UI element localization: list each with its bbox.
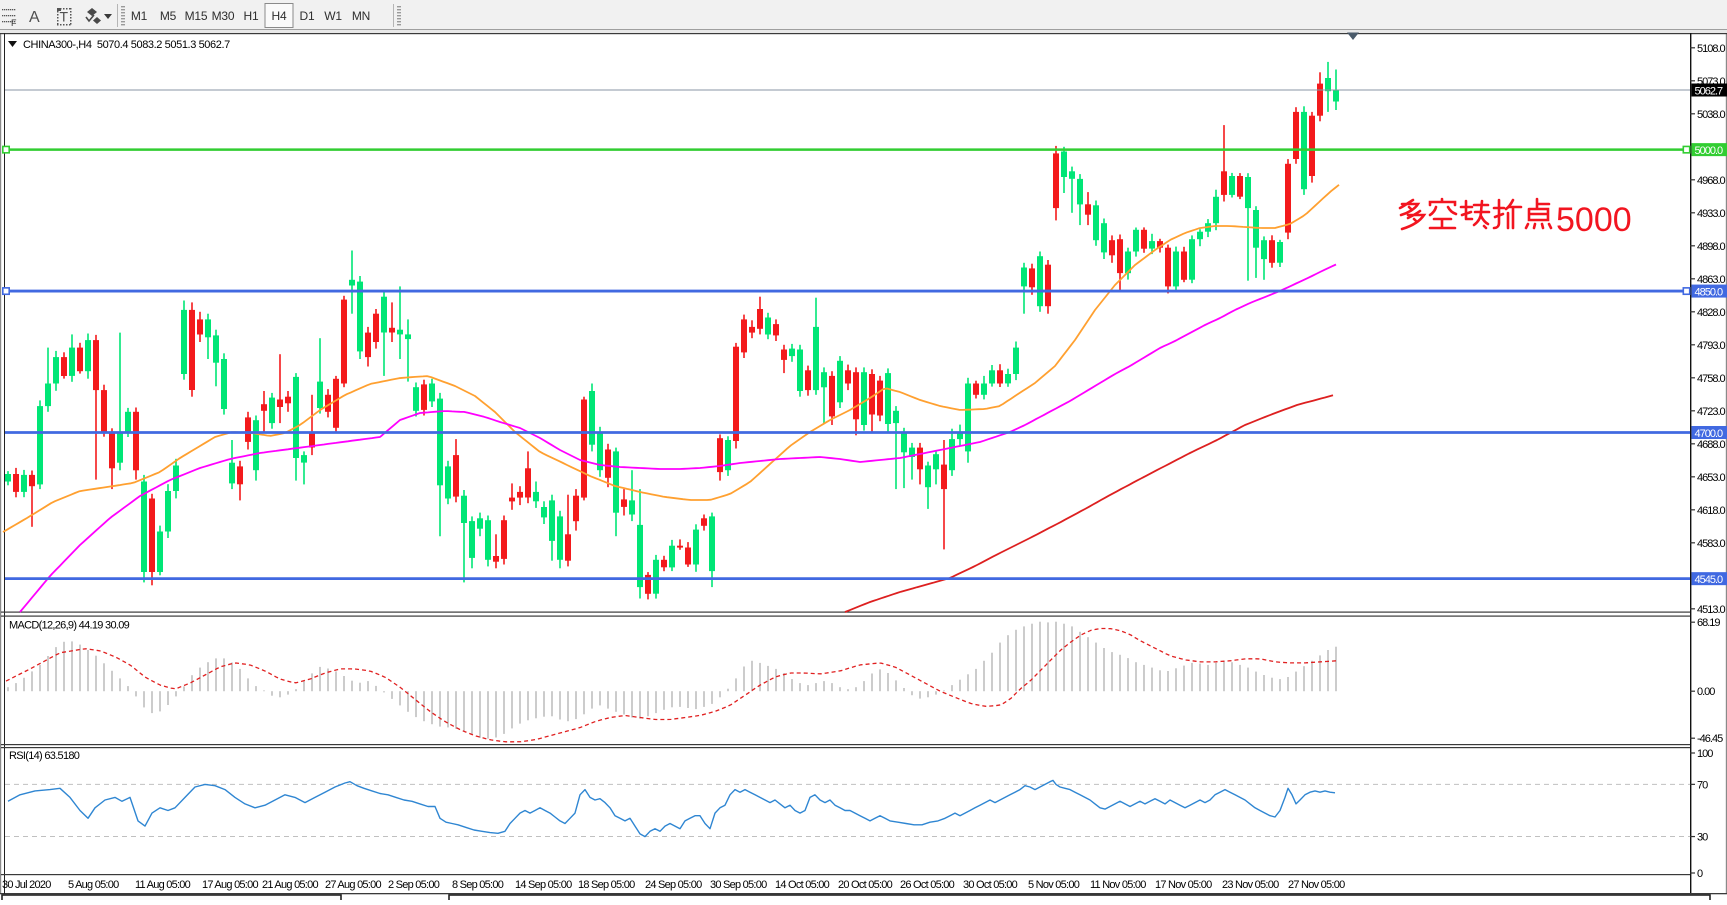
svg-text:70: 70 [1697, 779, 1708, 791]
svg-text:23 Nov 05:00: 23 Nov 05:00 [1222, 879, 1279, 891]
svg-text:8 Sep 05:00: 8 Sep 05:00 [452, 879, 504, 891]
svg-text:17 Nov 05:00: 17 Nov 05:00 [1155, 879, 1212, 891]
svg-text:-46.45: -46.45 [1697, 733, 1723, 745]
svg-text:5062.7: 5062.7 [1695, 86, 1724, 98]
svg-text:11 Nov 05:00: 11 Nov 05:00 [1090, 879, 1146, 891]
svg-text:4653.0: 4653.0 [1697, 472, 1726, 484]
svg-text:17 Aug 05:00: 17 Aug 05:00 [202, 879, 258, 891]
svg-text:4513.0: 4513.0 [1697, 604, 1726, 616]
svg-text:F: F [11, 18, 17, 28]
svg-text:100: 100 [1697, 748, 1713, 760]
svg-text:M5: M5 [160, 9, 177, 23]
svg-text:D1: D1 [300, 9, 315, 23]
svg-text:MACD(12,26,9) 44.19 30.09: MACD(12,26,9) 44.19 30.09 [9, 620, 130, 632]
svg-text:4828.0: 4828.0 [1697, 307, 1726, 319]
svg-text:27 Aug 05:00: 27 Aug 05:00 [325, 879, 381, 891]
svg-text:5 Nov 05:00: 5 Nov 05:00 [1028, 879, 1080, 891]
svg-text:4700.0: 4700.0 [1695, 428, 1724, 440]
svg-text:0: 0 [1697, 868, 1703, 880]
svg-text:4545.0: 4545.0 [1695, 574, 1724, 586]
svg-text:30 Oct 05:00: 30 Oct 05:00 [963, 879, 1018, 891]
svg-text:4850.0: 4850.0 [1695, 287, 1724, 299]
svg-text:30: 30 [1697, 832, 1708, 844]
svg-text:W1: W1 [324, 9, 342, 23]
svg-text:M30: M30 [212, 9, 235, 23]
svg-text:68.19: 68.19 [1697, 617, 1720, 629]
svg-text:11 Aug 05:00: 11 Aug 05:00 [135, 879, 191, 891]
svg-text:14 Oct 05:00: 14 Oct 05:00 [775, 879, 830, 891]
svg-text:4863.0: 4863.0 [1697, 274, 1726, 286]
svg-text:14 Sep 05:00: 14 Sep 05:00 [515, 879, 572, 891]
svg-text:5 Aug 05:00: 5 Aug 05:00 [68, 879, 119, 891]
svg-text:4758.0: 4758.0 [1697, 373, 1726, 385]
svg-text:A: A [29, 9, 40, 26]
svg-text:24 Sep 05:00: 24 Sep 05:00 [645, 879, 702, 891]
svg-text:30 Jul 2020: 30 Jul 2020 [2, 879, 51, 891]
svg-text:20 Oct 05:00: 20 Oct 05:00 [838, 879, 893, 891]
svg-text:0.00: 0.00 [1697, 686, 1715, 698]
svg-text:4968.0: 4968.0 [1697, 175, 1726, 187]
svg-text:M1: M1 [131, 9, 148, 23]
svg-text:4933.0: 4933.0 [1697, 208, 1726, 220]
svg-text:2 Sep 05:00: 2 Sep 05:00 [388, 879, 440, 891]
svg-text:30 Sep 05:00: 30 Sep 05:00 [710, 879, 767, 891]
svg-text:4793.0: 4793.0 [1697, 340, 1726, 352]
svg-text:CHINA300-,H4 5070.4 5083.2 50: CHINA300-,H4 5070.4 5083.2 5051.3 5062.7 [23, 39, 230, 51]
svg-text:26 Oct 05:00: 26 Oct 05:00 [900, 879, 955, 891]
svg-text:T: T [60, 9, 69, 25]
svg-text:4618.0: 4618.0 [1697, 505, 1726, 517]
svg-text:RSI(14) 63.5180: RSI(14) 63.5180 [9, 750, 80, 762]
svg-text:5038.0: 5038.0 [1697, 109, 1726, 121]
svg-text:5108.0: 5108.0 [1697, 43, 1726, 55]
svg-text:4898.0: 4898.0 [1697, 241, 1726, 253]
svg-text:4723.0: 4723.0 [1697, 406, 1726, 418]
svg-text:5000.0: 5000.0 [1695, 145, 1724, 157]
svg-text:18 Sep 05:00: 18 Sep 05:00 [578, 879, 635, 891]
svg-text:27 Nov 05:00: 27 Nov 05:00 [1288, 879, 1345, 891]
svg-text:4688.0: 4688.0 [1697, 439, 1726, 451]
svg-text:M15: M15 [185, 9, 208, 23]
svg-text:21 Aug 05:00: 21 Aug 05:00 [262, 879, 318, 891]
svg-text:H4: H4 [272, 9, 287, 23]
svg-text:5000: 5000 [1556, 201, 1632, 239]
svg-text:4583.0: 4583.0 [1697, 538, 1726, 550]
svg-text:H1: H1 [244, 9, 259, 23]
svg-text:MN: MN [352, 9, 370, 23]
